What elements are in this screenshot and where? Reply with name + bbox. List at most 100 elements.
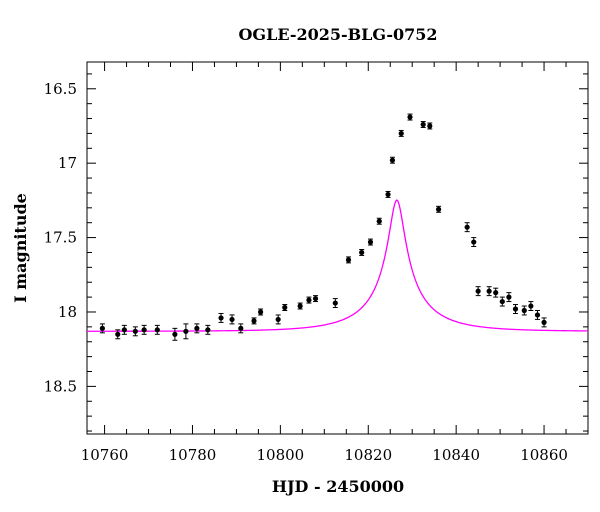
data-marker [376, 218, 382, 224]
data-point [420, 121, 426, 128]
data-marker [435, 206, 442, 212]
data-marker [312, 295, 319, 302]
data-point [541, 317, 547, 328]
data-point [282, 304, 288, 311]
x-tick-label: 10800 [257, 446, 305, 464]
data-marker [407, 114, 413, 120]
data-point [205, 324, 211, 335]
data-point [141, 324, 147, 335]
plot-area-border [86, 61, 589, 435]
axis-ticks [87, 62, 589, 434]
data-point [534, 309, 541, 320]
data-marker [306, 297, 312, 303]
data-marker [506, 294, 512, 300]
data-marker [183, 328, 189, 334]
data-point [251, 317, 257, 325]
data-point [257, 308, 264, 316]
data-marker [172, 331, 178, 337]
data-marker [205, 327, 211, 333]
data-marker [512, 306, 519, 312]
data-marker [427, 123, 433, 129]
data-point [359, 248, 365, 256]
data-marker [141, 327, 147, 333]
data-point [115, 329, 121, 340]
x-tick-label: 10760 [81, 446, 129, 464]
data-point [435, 205, 442, 213]
data-marker [229, 316, 235, 323]
data-point [398, 129, 404, 137]
data-marker [471, 239, 477, 245]
x-axis-label: HJD - 2450000 [272, 477, 404, 496]
data-point [376, 217, 382, 225]
data-marker [154, 327, 160, 333]
data-marker [332, 300, 338, 306]
data-point [486, 286, 492, 297]
data-marker [493, 290, 499, 296]
data-point [183, 323, 189, 340]
data-marker [115, 331, 121, 337]
data-marker [218, 315, 224, 321]
x-tick-label: 10780 [169, 446, 217, 464]
data-marker [238, 325, 244, 331]
data-point [345, 256, 352, 264]
data-point [506, 292, 512, 303]
y-tick-labels: 16.5 17 17.5 18 18.5 [44, 80, 77, 396]
y-tick-label: 18.5 [44, 377, 77, 395]
model-curve [87, 199, 589, 332]
plot-frame [86, 61, 589, 435]
x-tick-label: 10840 [432, 446, 480, 464]
data-point [499, 296, 505, 307]
data-point [427, 122, 433, 130]
data-marker [251, 318, 257, 324]
data-point [229, 314, 235, 325]
data-point [218, 312, 224, 323]
y-axis-label: I magnitude [11, 193, 30, 303]
data-point [121, 324, 127, 335]
data-point [332, 298, 338, 309]
data-marker [297, 303, 303, 309]
data-point [471, 237, 477, 248]
data-point [172, 327, 178, 341]
data-marker [359, 249, 365, 256]
data-marker [132, 328, 138, 334]
data-marker [499, 298, 505, 305]
data-point [132, 326, 138, 337]
x-tick-label: 10860 [520, 446, 568, 464]
data-marker [464, 224, 470, 230]
data-marker [282, 304, 288, 311]
data-point [528, 301, 534, 311]
chart-title: OGLE-2025-BLG-0752 [238, 25, 437, 44]
data-marker [275, 316, 281, 323]
data-marker [398, 130, 404, 137]
data-marker [121, 327, 127, 333]
data-marker [534, 312, 541, 318]
data-marker [521, 307, 527, 314]
data-marker [257, 309, 264, 315]
data-point [297, 302, 303, 310]
data-point [385, 190, 391, 198]
data-marker [486, 288, 492, 294]
data-point [306, 296, 312, 304]
data-point [464, 222, 470, 233]
x-tick-labels: 10760 10780 10800 10820 10840 10860 [81, 446, 568, 464]
data-marker [345, 257, 352, 263]
data-point [389, 156, 396, 164]
data-point [512, 304, 519, 314]
data-point [407, 113, 413, 121]
model-curve-layer [87, 199, 589, 332]
data-point [194, 323, 200, 334]
y-tick-label: 18 [58, 303, 77, 321]
data-marker [389, 157, 396, 163]
y-tick-label: 17 [58, 154, 77, 172]
data-marker [385, 191, 391, 198]
data-point [493, 287, 499, 298]
data-marker [194, 325, 200, 331]
data-point [367, 238, 374, 246]
data-marker [528, 303, 534, 309]
x-tick-label: 10820 [344, 446, 392, 464]
data-points-layer [99, 113, 547, 341]
y-tick-label: 16.5 [44, 80, 77, 98]
data-marker [99, 325, 105, 331]
data-point [154, 324, 160, 335]
